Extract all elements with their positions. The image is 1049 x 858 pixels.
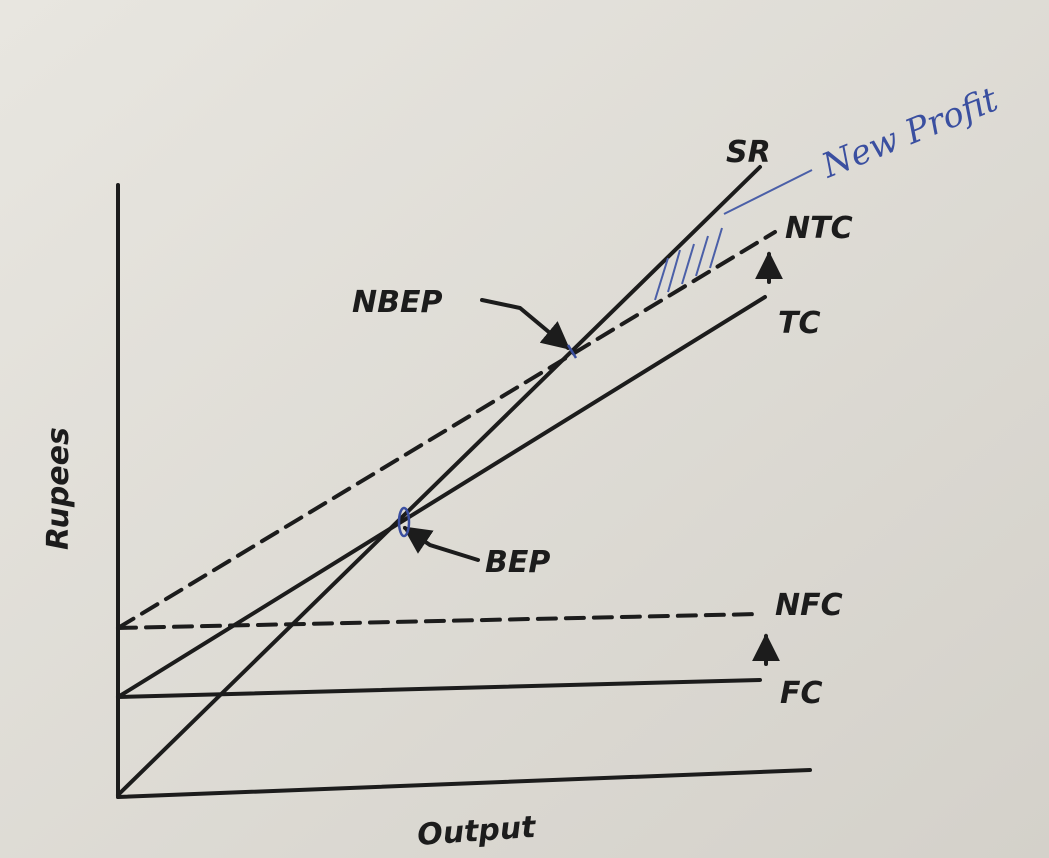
profit-hatching [654,169,813,301]
bep-marker [397,506,411,538]
new-total-cost-line [116,230,777,630]
line-label: SR [726,135,771,170]
fixed-cost-line [116,678,762,699]
sales-revenue-line [116,165,762,797]
point-label: NBEP [352,285,442,320]
nbep-pointer [480,298,571,350]
bep-pointer [402,526,480,562]
nbep-marker [566,344,578,359]
point-label: BEP [485,545,550,580]
total-cost-line [116,295,767,699]
new-fixed-cost-line [116,612,762,630]
x-axis [116,768,812,799]
y-axis-label: Rupees [41,427,76,550]
x-axis-label: Output [416,810,538,853]
line-label: NTC [785,211,853,246]
line-label: FC [780,676,823,711]
line-label: NFC [775,588,843,623]
line-label: TC [778,306,820,341]
